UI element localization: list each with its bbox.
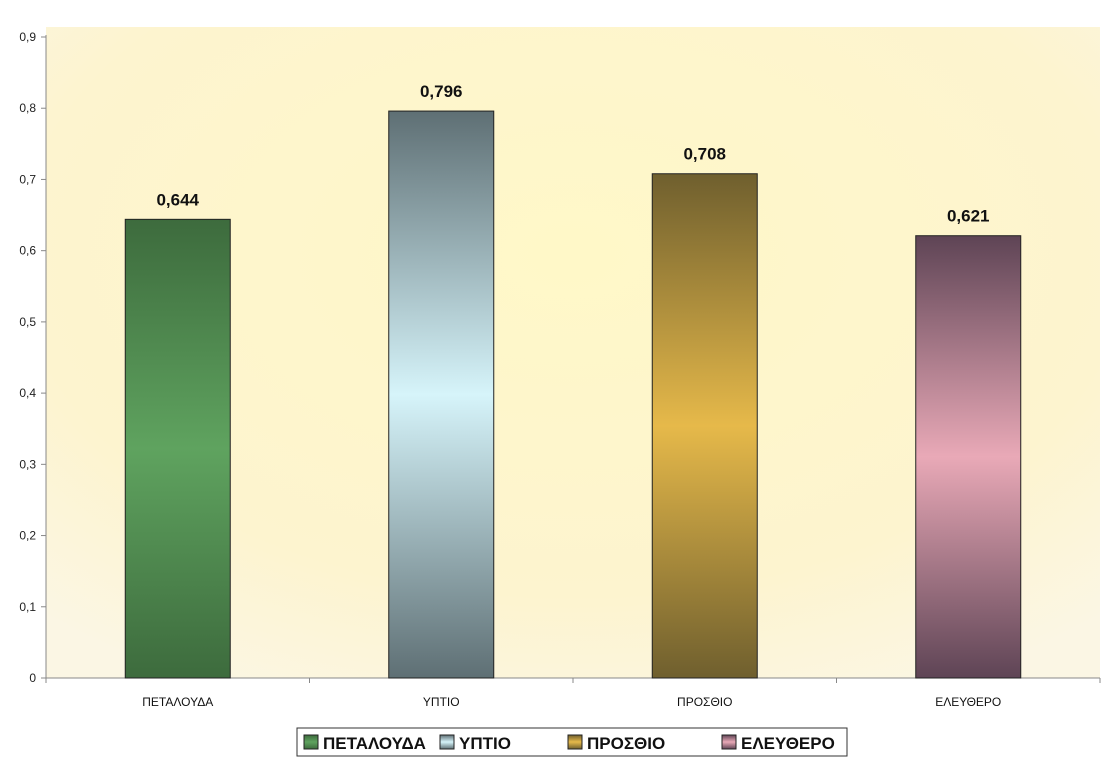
bars: [124, 110, 1022, 679]
y-tick-label: 0,8: [19, 101, 36, 115]
legend-swatch: [439, 734, 455, 750]
legend[interactable]: ΠΕΤΑΛΟΥΔΑ ΥΠΤΙΟ ΠΡΟΣΘΙΟ ΕΛΕΥΘΕΡΟ: [296, 727, 848, 757]
legend-item[interactable]: ΕΛΕΥΘΕΡΟ: [741, 734, 835, 753]
category-label: ΥΠΤΙΟ: [423, 695, 460, 709]
labels: 0,644 ΠΕΤΑΛΟΥΔΑ 0,796 ΥΠΤΙΟ 0,708 ΠΡΟΣΘΙΟ 0,62…: [142, 82, 1001, 709]
bar-3: [651, 173, 758, 679]
legend-box: [296, 727, 848, 757]
legend-item[interactable]: ΠΡΟΣΘΙΟ: [587, 734, 665, 753]
category-label: ΠΕΤΑΛΟΥΔΑ: [142, 695, 213, 709]
y-tick-label: 0,7: [19, 172, 36, 186]
legend-swatch: [567, 734, 583, 750]
data-label: 0,796: [420, 82, 463, 101]
bar-4: [915, 235, 1022, 679]
bar-1: [124, 218, 231, 679]
data-label: 0,621: [947, 207, 990, 226]
category-label: ΠΡΟΣΘΙΟ: [677, 695, 732, 709]
y-tick-label: 0,9: [19, 30, 36, 44]
category-label: ΕΛΕΥΘΕΡΟ: [935, 695, 1001, 709]
legend-item[interactable]: ΥΠΤΙΟ: [459, 734, 511, 753]
y-tick-label: 0,5: [19, 315, 36, 329]
data-label: 0,708: [683, 145, 726, 164]
data-label: 0,644: [156, 190, 199, 209]
y-tick-label: 0: [29, 671, 36, 685]
legend-swatch: [721, 734, 737, 750]
y-tick-label: 0,1: [19, 600, 36, 614]
y-tick-label: 0,2: [19, 529, 36, 543]
bar-2: [388, 110, 495, 679]
legend-item[interactable]: ΠΕΤΑΛΟΥΔΑ: [323, 734, 426, 753]
y-tick-label: 0,3: [19, 457, 36, 471]
y-tick-label: 0,6: [19, 244, 36, 258]
y-tick-label: 0,4: [19, 386, 36, 400]
legend-swatch: [303, 734, 319, 750]
